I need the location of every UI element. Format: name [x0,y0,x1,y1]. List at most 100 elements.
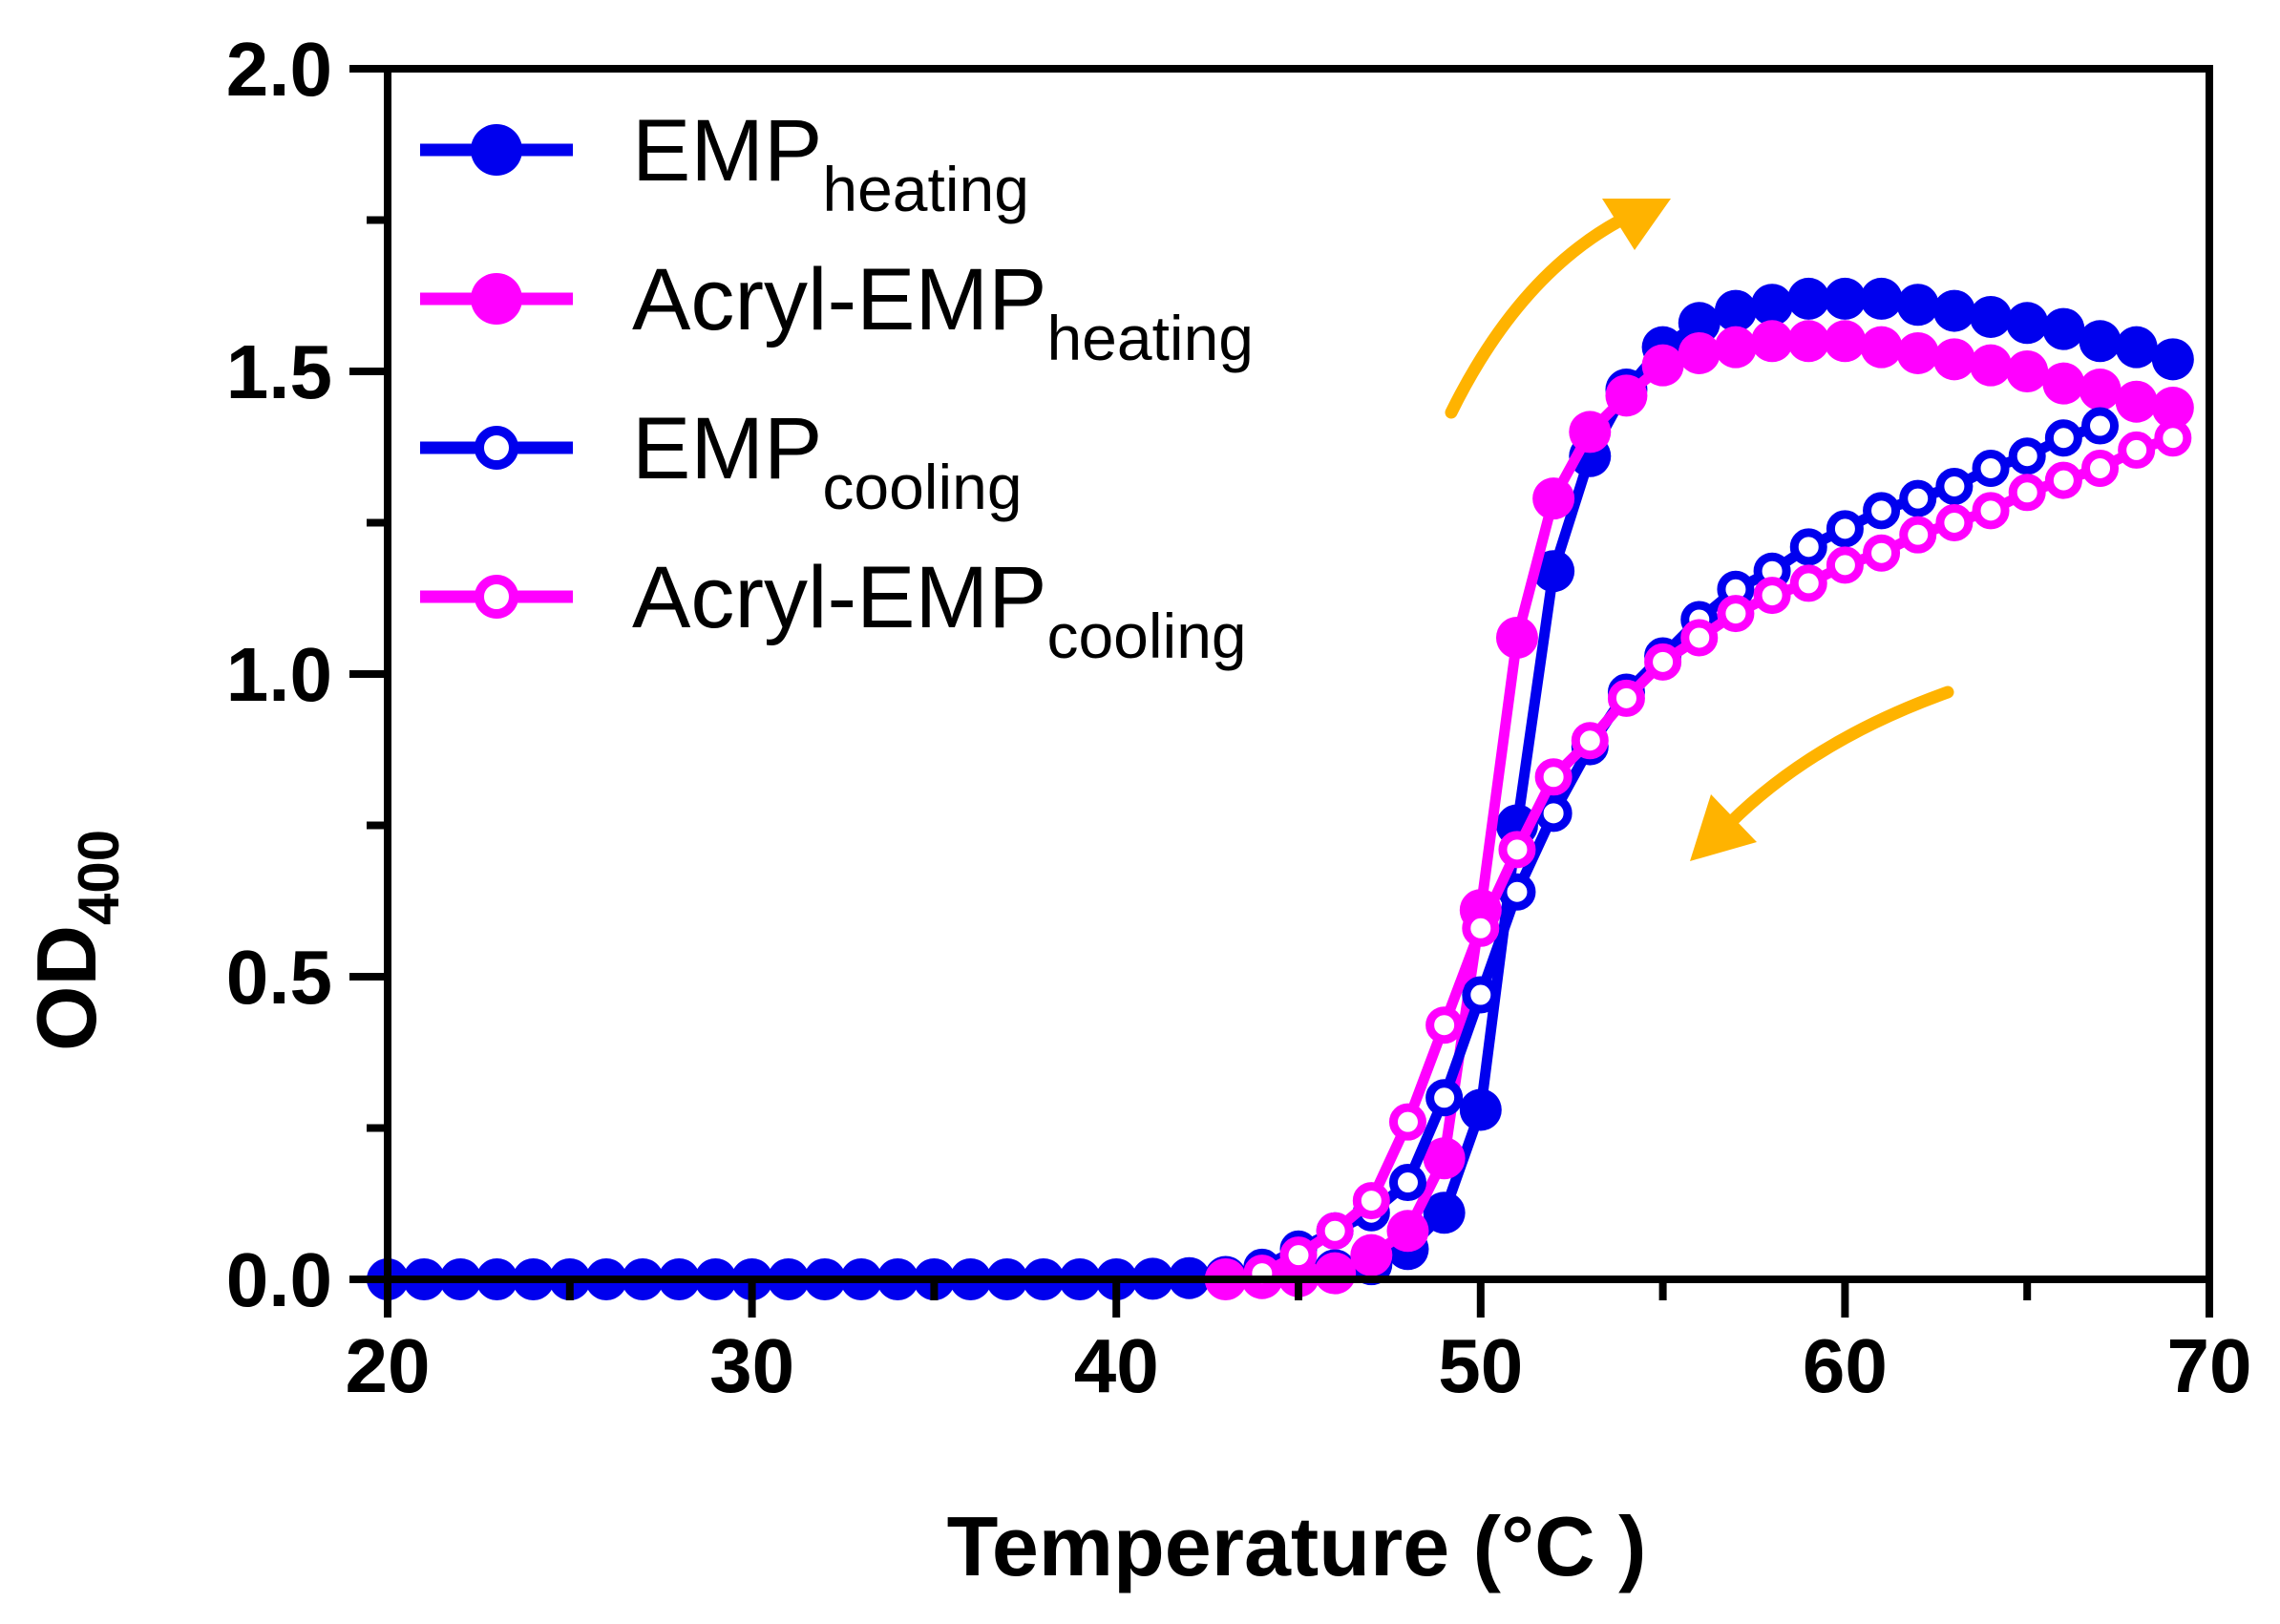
y-axis-title: OD400 [19,830,131,1051]
data-point [1899,479,1937,517]
x-tick-label: 50 [1438,1323,1523,1408]
data-point [2079,320,2122,363]
data-point [1751,284,1794,327]
data-point [1789,528,1827,566]
data-point [1316,1212,1354,1250]
data-point [2044,419,2082,457]
x-tick-label: 70 [2167,1323,2252,1408]
data-point [1972,449,2010,487]
legend-label-main: EMP [632,102,822,200]
data-point [1680,619,1719,657]
data-point [1860,277,1903,320]
x-tick-label: 40 [1074,1323,1159,1408]
x-axis-title: Temperature (°C ) [947,1499,1647,1593]
data-point [1462,909,1500,947]
data-point [1863,534,1901,572]
data-point [2118,431,2156,469]
data-point [1753,577,1791,615]
data-point [1970,295,2013,338]
y-tick-label: 1.5 [226,329,332,414]
annotation-layer [1445,199,1954,861]
data-point [1717,595,1755,633]
data-point [2079,369,2122,411]
data-point [1425,1079,1464,1117]
y-tick-label: 2.0 [226,27,332,112]
legend-marker [471,124,522,176]
legend-marker [475,426,518,470]
data-point [1534,758,1573,796]
data-point [2044,461,2082,499]
data-point [2115,326,2158,369]
tick-labels: 20 30 40 50 60 70 0.0 0.5 1.0 1.5 2.0 [226,27,2252,1408]
legend-item-Acryl-EMP_cooling: Acryl-EMPcooling [420,549,1247,671]
data-point [1569,411,1612,453]
data-point [2042,307,2085,350]
data-point [1423,1137,1466,1180]
data-point [1714,289,1757,332]
data-point [1425,1006,1464,1044]
heating-arrow [1445,199,1671,419]
legend-label-sub: heating [822,154,1029,224]
data-point [1896,284,1939,327]
legend-label: Acryl-EMPcooling [632,549,1247,671]
series-Acryl-EMP_heating [1204,320,2194,1300]
y-tick-label: 0.0 [226,1237,332,1322]
data-point [1352,1182,1390,1220]
data-point [1423,1192,1466,1234]
legend-label-main: Acryl-EMP [632,251,1046,348]
legend-marker [471,273,522,325]
data-point [1243,1255,1281,1293]
data-point [2081,449,2120,487]
data-point [1824,277,1867,320]
data-point [1899,516,1937,554]
legend-label-main: Acryl-EMP [632,549,1046,646]
legend-item-Acryl-EMP_heating: Acryl-EMPheating [420,251,1254,373]
data-point [2008,474,2046,512]
svg-text:OD400: OD400 [19,830,131,1051]
data-point [2006,350,2049,392]
data-point [1495,616,1538,659]
data-point [1607,679,1645,717]
legend-label: EMPheating [632,102,1029,224]
x-tick-label: 30 [709,1323,794,1408]
data-point [1824,320,1867,363]
data-point [1935,504,1974,541]
data-point [1388,1103,1426,1141]
data-point [1678,331,1721,374]
data-point [2006,302,2049,345]
data-point [2008,437,2046,475]
data-point [1678,302,1721,345]
data-point [1751,320,1794,363]
y-axis-title-main: OD [19,925,114,1051]
cooling-arrow-head [1690,794,1757,861]
data-point [1863,492,1901,530]
data-point [1641,344,1684,387]
heating-arrow-head [1602,199,1671,250]
heating-arrow-shaft [1445,215,1625,419]
data-point [1826,510,1864,548]
y-tick-label: 0.5 [226,935,332,1020]
data-point [1386,1210,1429,1253]
data-point [1571,722,1609,760]
cooling-arrow-shaft [1723,685,1954,830]
data-point [2042,362,2085,405]
legend-marker [475,575,518,619]
x-tick-label: 60 [1803,1323,1888,1408]
series-Acryl-EMP_cooling [1243,419,2192,1293]
data-point [1970,344,2013,387]
data-point [1532,477,1575,520]
legend-label: Acryl-EMPheating [632,251,1254,373]
data-point [1787,320,1830,363]
data-point [1714,326,1757,369]
data-point [1498,831,1536,869]
data-point [2081,407,2120,445]
data-point [1459,1088,1502,1131]
data-point [1789,564,1827,602]
axes [349,65,2213,1318]
data-point [1860,326,1903,369]
legend-label-main: EMP [632,400,822,497]
legend-item-EMP_heating: EMPheating [420,102,1029,224]
legend-label-sub: cooling [822,452,1022,522]
